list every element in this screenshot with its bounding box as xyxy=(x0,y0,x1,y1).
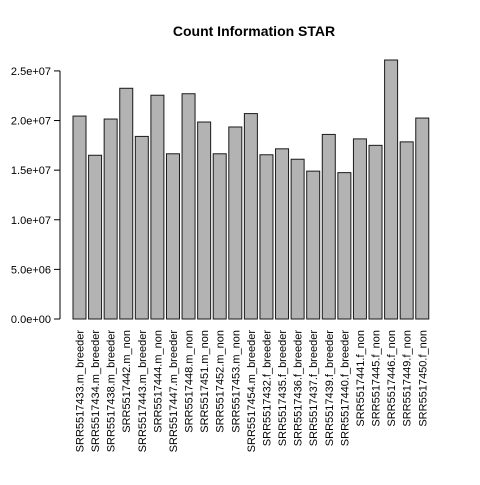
bar xyxy=(352,138,367,320)
y-tick-label: 0.0e+00 xyxy=(11,314,51,326)
x-tick-label: SRR5517451.m_non xyxy=(199,330,211,433)
bar xyxy=(228,126,243,320)
chart-title: Count Information STAR xyxy=(173,23,335,39)
x-tick-label: SRR5517446.f_non xyxy=(386,330,398,427)
y-tick-label: 2.5e+07 xyxy=(11,66,51,78)
x-tick-label: SRR5517452.m_non xyxy=(215,330,227,433)
bar xyxy=(368,144,383,320)
bar xyxy=(321,133,336,320)
x-tick-label: SRR5517447.m_breeder xyxy=(168,330,180,453)
x-tick-label: SRR5517444.m_non xyxy=(152,330,164,433)
x-tick-label: SRR5517448.m_non xyxy=(184,330,196,433)
x-tick-label: SRR5517443.m_breeder xyxy=(137,330,149,453)
bar xyxy=(415,117,430,320)
x-tick-label: SRR5517437.f_breeder xyxy=(308,330,320,447)
bar xyxy=(337,172,352,320)
bar xyxy=(243,113,258,320)
x-tick-label: SRR5517442.m_non xyxy=(121,330,133,433)
x-tick-label: SRR5517436.f_breeder xyxy=(293,330,305,447)
x-tick-label: SRR5517441.f_non xyxy=(355,330,367,427)
x-axis-labels: SRR5517433.m_breeder SRR5517434.m_breeder… xyxy=(75,330,430,453)
x-tick-label: SRR5517449.f_non xyxy=(402,330,414,427)
bar xyxy=(197,121,212,320)
bar xyxy=(181,93,196,320)
bar xyxy=(259,154,274,320)
bar xyxy=(306,170,321,320)
x-tick-label: SRR5517434.m_breeder xyxy=(90,330,102,453)
x-tick-label: SRR5517433.m_breeder xyxy=(75,330,87,453)
y-tick-label: 5.0e+06 xyxy=(11,264,51,276)
y-tick-label: 1.5e+07 xyxy=(11,165,51,177)
y-tick-label: 2.0e+07 xyxy=(11,116,51,128)
x-tick-label: SRR5517432.f_breeder xyxy=(261,330,273,447)
bar xyxy=(399,141,414,320)
x-tick-label: SRR5517454.m_breeder xyxy=(246,330,258,453)
y-axis: 0.0e+00 5.0e+06 1.0e+07 1.5e+07 2.0e+07 2.5e+… xyxy=(11,66,61,326)
bar xyxy=(72,115,87,320)
bars xyxy=(72,59,430,320)
bar xyxy=(119,87,134,320)
x-tick-label: SRR5517435.f_breeder xyxy=(277,330,289,447)
x-tick-label: SRR5517450.f_non xyxy=(417,330,429,427)
bar xyxy=(103,118,118,320)
bar xyxy=(88,154,103,320)
y-tick-label: 1.0e+07 xyxy=(11,215,51,227)
x-tick-label: SRR5517439.f_breeder xyxy=(324,330,336,447)
bar xyxy=(275,148,290,320)
bar xyxy=(290,158,305,320)
bar xyxy=(384,59,399,320)
bar xyxy=(134,135,149,320)
x-tick-label: SRR5517438.m_breeder xyxy=(106,330,118,453)
bar xyxy=(165,153,180,320)
bar xyxy=(212,153,227,320)
x-tick-label: SRR5517453.m_non xyxy=(230,330,242,433)
x-tick-label: SRR5517440.f_breeder xyxy=(339,330,351,447)
bar xyxy=(150,94,165,320)
x-tick-label: SRR5517445.f_non xyxy=(371,330,383,427)
